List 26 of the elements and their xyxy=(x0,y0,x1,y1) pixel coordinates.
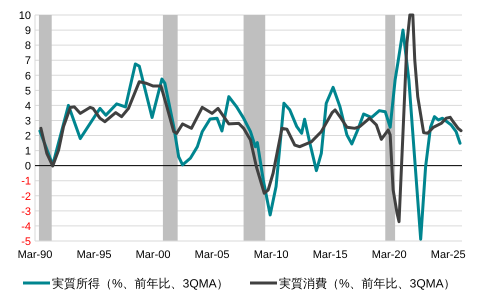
y-tick-label: -2 xyxy=(21,190,31,203)
x-tick-label: Mar-05 xyxy=(194,249,230,261)
y-tick-label: -4 xyxy=(21,220,31,233)
x-tick-label: Mar-95 xyxy=(76,249,112,261)
y-tick-label: 6 xyxy=(24,70,31,82)
y-tick-label: 4 xyxy=(24,100,31,112)
x-tick-label: Mar-10 xyxy=(254,249,289,261)
legend-label: 実質消費（%、前年比、3QMA） xyxy=(279,276,456,290)
y-tick-label: 8 xyxy=(24,40,31,52)
x-tick-label: Mar-25 xyxy=(430,249,466,261)
y-tick-label: 9 xyxy=(24,25,31,38)
y-tick-label: 7 xyxy=(24,55,31,68)
y-tick-label: 1 xyxy=(24,146,31,158)
x-tick-label: Mar-90 xyxy=(18,249,52,261)
y-tick-label: 3 xyxy=(24,115,31,128)
legend-label: 実質所得（%、前年比、3QMA） xyxy=(52,276,229,290)
y-tick-label: 10 xyxy=(18,10,31,22)
y-tick-label: 0 xyxy=(24,160,31,173)
y-tick-label: 5 xyxy=(24,85,31,98)
x-tick-label: Mar-20 xyxy=(372,249,407,261)
y-tick-label: -5 xyxy=(21,236,31,248)
x-tick-label: Mar-15 xyxy=(312,249,348,261)
y-tick-label: -1 xyxy=(21,176,31,188)
y-tick-label: -3 xyxy=(21,206,31,218)
x-tick-label: Mar-00 xyxy=(136,249,170,261)
y-tick-label: 2 xyxy=(24,130,31,143)
